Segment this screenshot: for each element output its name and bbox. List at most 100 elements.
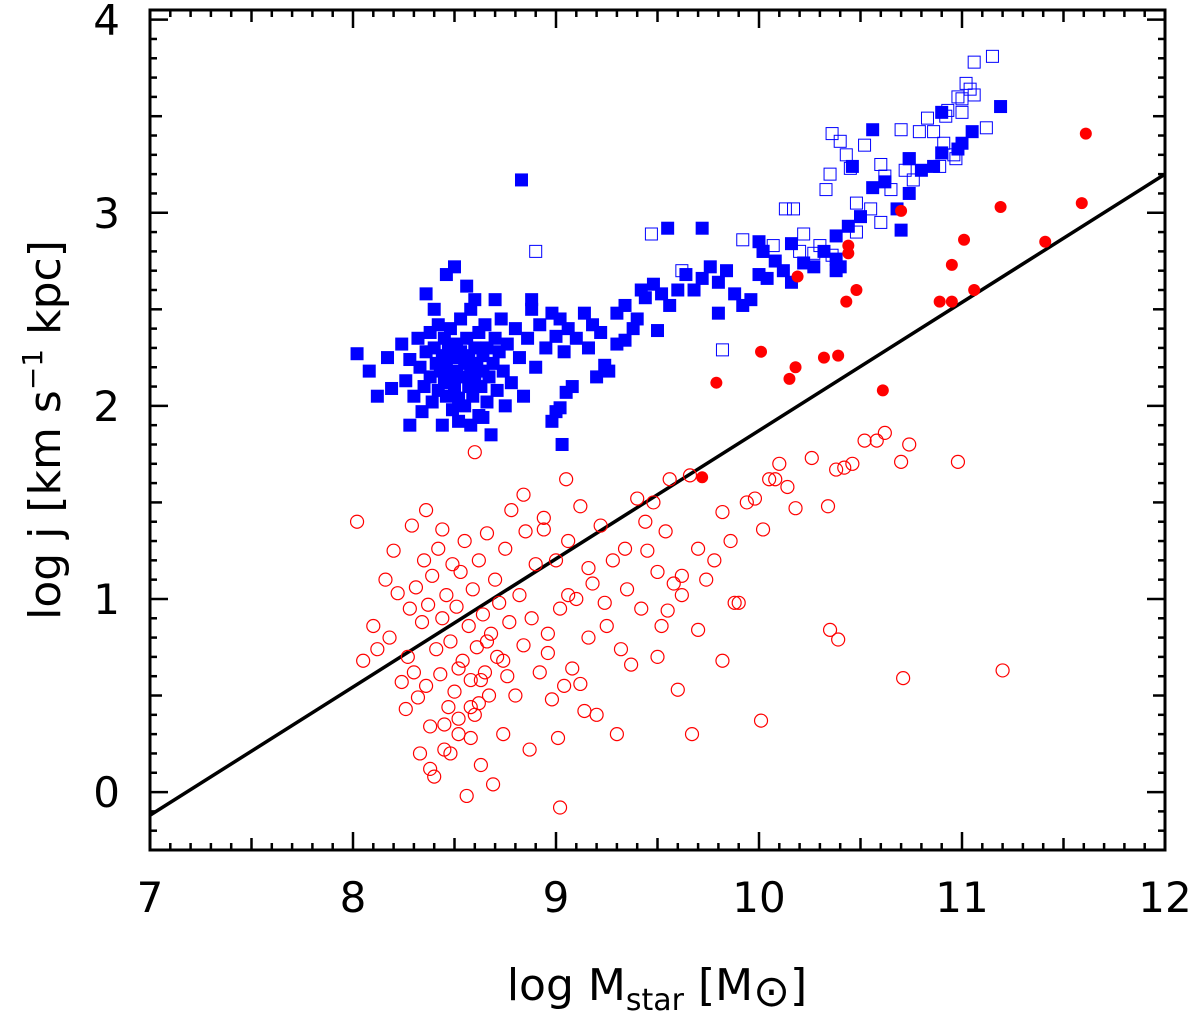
filled-blue-square-point [403, 353, 417, 367]
open-red-circle-point [699, 572, 714, 587]
open-red-circle-point [585, 576, 600, 591]
filled-blue-squares-series [350, 100, 1008, 451]
open-red-circle-point [488, 572, 503, 587]
open-blue-square-point [955, 105, 969, 119]
filled-blue-square-point [480, 395, 494, 409]
open-red-circle-point [768, 472, 783, 487]
filled-blue-square-point [661, 221, 675, 235]
open-red-circle-point [483, 626, 499, 641]
open-red-circle-point [662, 472, 677, 487]
open-red-circle-point [398, 701, 413, 717]
open-blue-square-point [715, 343, 729, 357]
open-red-circle-point [439, 588, 454, 603]
filled-blue-square-point [370, 389, 384, 403]
open-blue-square-point [927, 125, 941, 139]
open-red-circle-point [485, 777, 501, 792]
filled-red-circle-point [789, 361, 802, 374]
filled-blue-square-point [517, 389, 531, 403]
filled-blue-square-point [829, 229, 843, 243]
filled-blue-square-point [508, 322, 522, 336]
y-tick-label: 1 [93, 575, 120, 624]
open-red-circle-point [536, 522, 551, 537]
filled-blue-square-point [687, 283, 701, 297]
open-red-circle-point [404, 518, 419, 533]
open-red-circle-point [418, 678, 434, 693]
open-red-circle-point [597, 595, 612, 610]
filled-blue-square-point [618, 333, 632, 347]
open-red-circle-point [613, 642, 629, 657]
filled-blue-square-point [618, 298, 632, 312]
open-red-circle-point [471, 553, 486, 568]
open-blue-square-point [874, 215, 888, 229]
filled-blue-square-point [533, 318, 547, 332]
open-red-circle-point [550, 730, 566, 746]
open-blue-square-point [797, 227, 811, 241]
filled-blue-square-point [671, 283, 685, 297]
x-tick-label: 11 [935, 873, 988, 922]
filled-blue-square-point [452, 414, 466, 428]
open-red-circle-point [441, 700, 456, 715]
filled-blue-square-point [478, 318, 492, 332]
open-blue-square-point [849, 196, 863, 210]
filled-blue-square-point [385, 381, 399, 395]
y-tick-label: 3 [93, 189, 120, 238]
open-red-circle-point [540, 645, 555, 661]
filled-blue-square-point [663, 298, 677, 312]
open-red-circle-point [552, 800, 568, 815]
open-red-circle-point [425, 568, 440, 583]
filled-red-circle-point [1075, 197, 1088, 210]
open-red-circle-point [528, 557, 543, 572]
filled-blue-square-point [443, 322, 457, 336]
open-red-circle-point [581, 630, 596, 645]
open-red-circle-point [475, 607, 491, 622]
open-blue-square-point [825, 127, 839, 141]
filled-blue-square-point [454, 312, 468, 326]
filled-blue-square-point [488, 293, 502, 307]
open-blue-square-point [839, 148, 853, 162]
open-red-circle-point [378, 572, 393, 587]
filled-blue-square-point [965, 125, 979, 139]
open-red-circle-point [831, 632, 846, 647]
open-red-circle-point [654, 618, 669, 634]
filled-blue-square-point [555, 437, 569, 451]
open-red-circle-point [445, 557, 460, 572]
filled-blue-square-point [549, 329, 563, 343]
filled-blue-square-point [854, 210, 867, 224]
filled-blue-square-point [679, 268, 693, 282]
filled-blue-square-point [362, 364, 376, 378]
filled-blue-square-point [994, 100, 1008, 114]
open-red-circle-point [715, 653, 730, 668]
x-tick-label: 10 [732, 873, 785, 922]
open-red-circle-point [739, 495, 754, 510]
open-red-circle-point [471, 696, 486, 711]
open-red-circle-point [443, 746, 458, 761]
open-red-circle-point [463, 730, 478, 746]
open-red-circle-point [646, 495, 661, 510]
open-red-circle-point [995, 663, 1010, 678]
open-red-circle-point [896, 671, 911, 686]
filled-blue-square-point [419, 287, 433, 301]
open-red-circle-point [382, 630, 397, 645]
filled-blue-square-point [486, 356, 500, 370]
open-blue-square-point [906, 173, 920, 187]
open-blue-square-point [878, 169, 892, 183]
open-red-circle-point [869, 433, 884, 448]
open-red-circle-point [467, 445, 482, 460]
open-red-circle-point [370, 642, 385, 657]
open-blue-squares-series [529, 49, 999, 357]
plot-frame [148, 8, 1167, 852]
open-red-circle-point [496, 727, 511, 742]
filled-red-circles-series [696, 127, 1092, 484]
open-red-circle-point [788, 501, 803, 516]
open-red-circle-point [548, 553, 564, 568]
open-red-circle-point [356, 653, 371, 668]
filled-red-circle-point [832, 349, 845, 362]
open-red-circle-point [516, 638, 531, 653]
open-red-circle-point [431, 541, 446, 556]
filled-blue-square-point [845, 159, 859, 173]
open-red-circle-point [500, 669, 515, 684]
filled-blue-square-point [407, 389, 421, 403]
open-blue-square-point [825, 248, 839, 262]
open-red-circle-point [650, 649, 665, 664]
filled-blue-square-point [350, 347, 364, 361]
